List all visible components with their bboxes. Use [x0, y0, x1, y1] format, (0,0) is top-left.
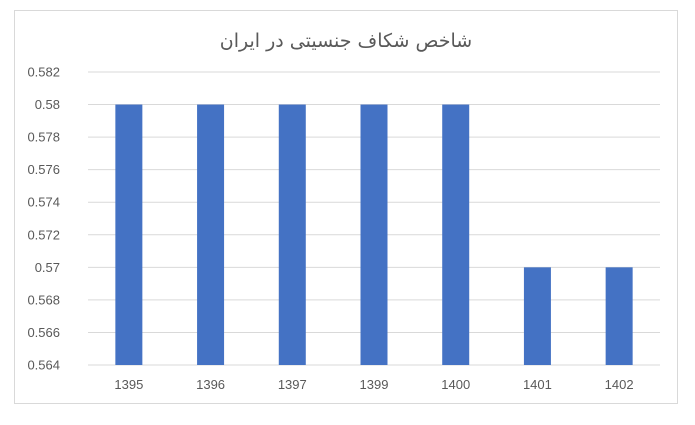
y-tick-label: 0.57: [35, 260, 60, 275]
bar-1395: [115, 104, 143, 366]
x-tick-label: 1402: [605, 377, 634, 392]
bar-1399: [360, 104, 388, 366]
bar-1400: [442, 104, 470, 366]
chart-title: شاخص شکاف جنسیتی در ایران: [220, 30, 472, 52]
bar-1397: [278, 104, 306, 366]
y-tick-label: 0.566: [27, 325, 60, 340]
bars: [115, 104, 633, 366]
x-tick-label: 1396: [196, 377, 225, 392]
y-tick-label: 0.572: [27, 227, 60, 242]
y-tick-label: 0.58: [35, 97, 60, 112]
x-tick-label: 1401: [523, 377, 552, 392]
y-tick-label: 0.574: [27, 195, 60, 210]
y-tick-label: 0.564: [27, 358, 60, 373]
bar-1402: [605, 267, 633, 365]
x-axis-ticks: 1395 1396 1397 1399 1400 1401 1402: [114, 377, 633, 392]
y-tick-label: 0.576: [27, 162, 60, 177]
y-tick-label: 0.578: [27, 130, 60, 145]
x-tick-label: 1395: [114, 377, 143, 392]
y-tick-label: 0.568: [27, 292, 60, 307]
x-tick-label: 1397: [278, 377, 307, 392]
x-tick-label: 1400: [441, 377, 470, 392]
bar-1396: [197, 104, 225, 366]
y-tick-label: 0.582: [27, 65, 60, 80]
x-tick-label: 1399: [360, 377, 389, 392]
y-axis-ticks: 0.582 0.58 0.578 0.576 0.574 0.572 0.57 0.568 0.…: [27, 65, 60, 373]
bar-1401: [523, 267, 551, 365]
